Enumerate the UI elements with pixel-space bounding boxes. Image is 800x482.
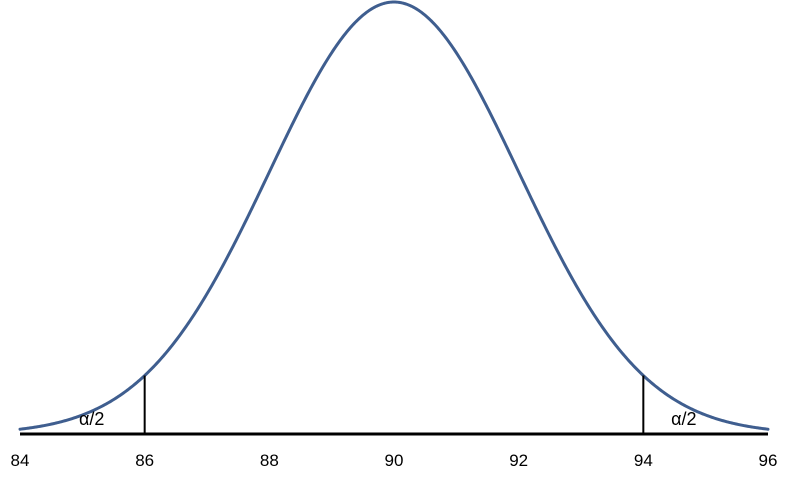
x-tick-label: 88 [260, 451, 279, 470]
plot-area: 84 86 88 90 92 94 96 α/2 α/2 [11, 0, 778, 470]
x-tick-label: 96 [759, 451, 778, 470]
density-curve [18, 0, 770, 431]
x-tick-label: 94 [634, 451, 653, 470]
annotation-upper-tail: α/2 [671, 409, 696, 429]
annotation-lower-tail: α/2 [79, 409, 104, 429]
x-tick-label: 86 [135, 451, 154, 470]
x-tick-label: 84 [11, 451, 30, 470]
x-tick-label: 90 [385, 451, 404, 470]
x-tick-label: 92 [509, 451, 528, 470]
